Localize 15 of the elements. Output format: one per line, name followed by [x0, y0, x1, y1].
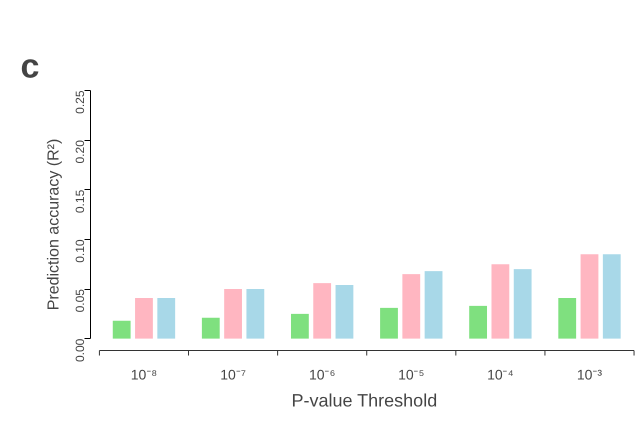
y-tick-label: 0.05 — [73, 288, 87, 312]
y-tick-label: 0.20 — [73, 140, 87, 164]
y-tick-label: 0.25 — [73, 90, 87, 114]
y-axis-title: Prediction accuracy (R²) — [46, 138, 62, 310]
x-tick-label: 10⁻⁵ — [398, 366, 424, 382]
x-tick-label: 10⁻³ — [576, 366, 602, 382]
x-tick-label: 10⁻⁸ — [130, 366, 158, 382]
chart-title: c — [20, 48, 40, 86]
y-tick-label: 0.10 — [73, 239, 87, 263]
y-tick-label: 0.00 — [73, 338, 87, 362]
x-tick-label: 10⁻⁷ — [220, 366, 246, 382]
x-tick-label: 10⁻⁶ — [309, 366, 336, 382]
y-tick-label: 0.15 — [73, 189, 87, 214]
x-axis-title: P-value Threshold — [291, 390, 438, 410]
x-tick-label: 10⁻⁴ — [487, 366, 514, 382]
